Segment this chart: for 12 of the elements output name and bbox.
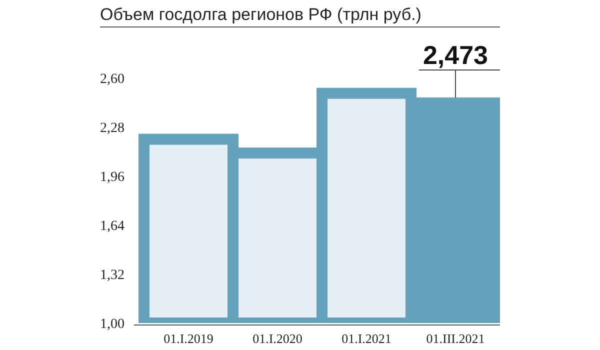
y-tick-label: 2,60: [100, 72, 124, 87]
y-tick-label: 1,32: [100, 268, 124, 283]
x-tick-label: 01.I.2019: [164, 331, 214, 346]
x-tick-label: 01.I.2020: [252, 331, 302, 346]
y-tick-label: 1,00: [100, 316, 124, 332]
y-tick-label: 1,64: [100, 218, 124, 234]
x-tick-label: 01.I.2021: [342, 331, 392, 346]
x-tick-label: 01.III.2021: [426, 331, 485, 346]
chart-title: Объем госдолга регионов РФ (трлн руб.): [100, 5, 422, 24]
y-tick-label: 2,28: [100, 120, 124, 136]
y-tick-label: 1,96: [100, 170, 124, 185]
annotation: 2,473: [422, 40, 488, 70]
